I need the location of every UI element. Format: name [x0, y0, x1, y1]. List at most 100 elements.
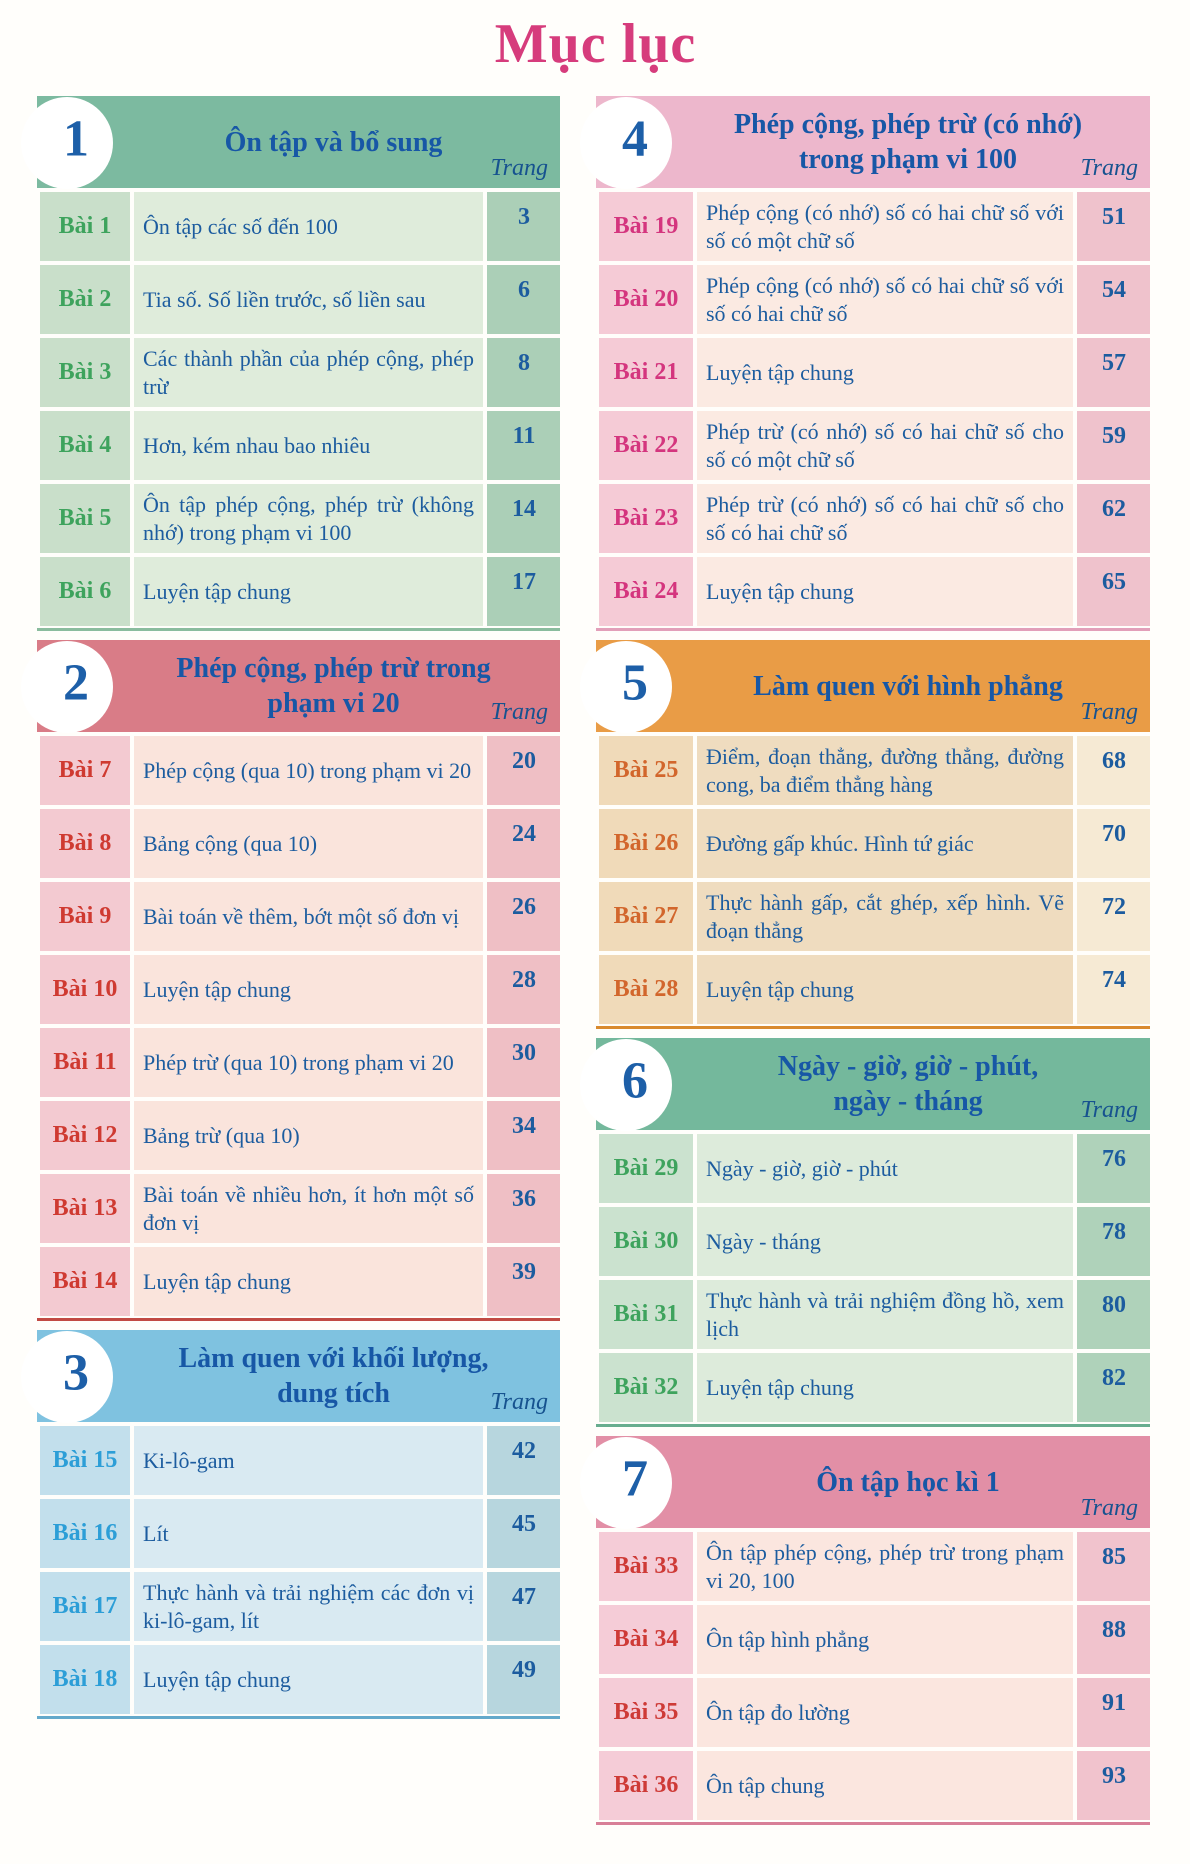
table-row: Bài 26 Đường gấp khúc. Hình tứ giác 70: [599, 809, 1150, 878]
table-row: Bài 25 Điểm, đoạn thẳng, đường thẳng, đư…: [599, 736, 1150, 805]
section-bottom-rule: [596, 628, 1150, 631]
lesson-page-number: 34: [487, 1101, 560, 1170]
section-number-badge: [21, 1331, 113, 1423]
lesson-title: Các thành phần của phép cộng, phép trừ: [143, 345, 474, 399]
page-column-header: Trang: [490, 1389, 548, 1415]
lesson-title-cell: Luyện tập chung: [134, 1247, 483, 1316]
table-row: Bài 8 Bảng cộng (qua 10) 24: [40, 809, 560, 878]
lesson-title: Lít: [143, 1520, 169, 1546]
lesson-title-cell: Phép trừ (có nhớ) số có hai chữ số cho s…: [697, 484, 1073, 553]
lesson-title: Luyện tập chung: [706, 359, 854, 385]
section-title: Phép cộng, phép trừ trong phạm vi 20: [133, 651, 534, 721]
lesson-title-cell: Ki-lô-gam: [134, 1426, 483, 1495]
toc-section-3: 3 Làm quen với khối lượng, dung tích Tran…: [21, 1330, 560, 1719]
lesson-title-cell: Bảng cộng (qua 10): [134, 809, 483, 878]
section-title-line: Làm quen với hình phẳng: [753, 670, 1063, 702]
lesson-page-number: 74: [1077, 955, 1150, 1024]
lesson-page-number: 30: [487, 1028, 560, 1097]
lesson-title-cell: Thực hành gấp, cắt ghép, xếp hình. Vẽ đo…: [697, 882, 1073, 951]
lesson-page-number: 14: [487, 484, 560, 553]
table-row: Bài 32 Luyện tập chung 82: [599, 1353, 1150, 1422]
lesson-page-number: 11: [487, 411, 560, 480]
lesson-page-number: 36: [487, 1174, 560, 1243]
lesson-page-number: 91: [1077, 1678, 1150, 1747]
lesson-title-cell: Luyện tập chung: [134, 955, 483, 1024]
section-title-line: phạm vi 20: [267, 688, 400, 719]
lesson-page-number: 88: [1077, 1605, 1150, 1674]
table-row: Bài 4 Hơn, kém nhau bao nhiêu 11: [40, 411, 560, 480]
lesson-page-number: 20: [487, 736, 560, 805]
lesson-title: Luyện tập chung: [706, 1374, 854, 1400]
lesson-label: Bài 14: [40, 1247, 130, 1316]
table-row: Bài 5 Ôn tập phép cộng, phép trừ (không …: [40, 484, 560, 553]
section-title-line: ngày - tháng: [833, 1086, 983, 1117]
table-row: Bài 36 Ôn tập chung 93: [599, 1751, 1150, 1820]
section-title-line: dung tích: [277, 1378, 390, 1409]
lesson-title: Ôn tập phép cộng, phép trừ (không nhớ) t…: [143, 491, 474, 545]
lesson-title: Phép cộng (qua 10) trong phạm vi 20: [143, 757, 472, 783]
toc-section-6: 6 Ngày - giờ, giờ - phút, ngày - tháng Tr…: [580, 1038, 1150, 1427]
section-rows: Bài 29 Ngày - giờ, giờ - phút 76 Bài 30 …: [596, 1134, 1150, 1422]
section-title: Làm quen với khối lượng, dung tích: [133, 1341, 534, 1411]
toc-right-column: 4 Phép cộng, phép trừ (có nhớ) trong phạm…: [580, 96, 1150, 1834]
section-number-badge: [580, 1437, 672, 1529]
lesson-label: Bài 33: [599, 1532, 693, 1601]
lesson-label: Bài 18: [40, 1645, 130, 1714]
toc-section-4: 4 Phép cộng, phép trừ (có nhớ) trong phạm…: [580, 96, 1150, 631]
section-number-badge: [580, 97, 672, 189]
table-row: Bài 2 Tia số. Số liền trước, số liền sau…: [40, 265, 560, 334]
section-rows: Bài 25 Điểm, đoạn thẳng, đường thẳng, đư…: [596, 736, 1150, 1024]
lesson-title: Luyện tập chung: [706, 976, 854, 1002]
lesson-label: Bài 22: [599, 411, 693, 480]
table-row: Bài 9 Bài toán về thêm, bớt một số đơn v…: [40, 882, 560, 951]
section-title-line: Phép cộng, phép trừ (có nhớ): [733, 109, 1083, 140]
lesson-title: Ôn tập chung: [706, 1772, 825, 1798]
lesson-title: Luyện tập chung: [706, 578, 854, 604]
lesson-label: Bài 6: [40, 557, 130, 626]
section-bottom-rule: [37, 1318, 560, 1321]
section-number-badge: [21, 97, 113, 189]
lesson-label: Bài 20: [599, 265, 693, 334]
lesson-title-cell: Các thành phần của phép cộng, phép trừ: [134, 338, 483, 407]
section-number: 5: [622, 654, 648, 712]
lesson-title: Phép trừ (qua 10) trong phạm vi 20: [143, 1049, 454, 1075]
lesson-label: Bài 21: [599, 338, 693, 407]
lesson-title-cell: Phép cộng (có nhớ) số có hai chữ số với …: [697, 265, 1073, 334]
lesson-title-cell: Phép trừ (qua 10) trong phạm vi 20: [134, 1028, 483, 1097]
lesson-title-cell: Phép cộng (có nhớ) số có hai chữ số với …: [697, 192, 1073, 261]
lesson-title: Ngày - giờ, giờ - phút: [706, 1155, 898, 1181]
section-title-line: Làm quen với khối lượng,: [178, 1343, 489, 1374]
lesson-label: Bài 32: [599, 1353, 693, 1422]
lesson-title-cell: Luyện tập chung: [697, 338, 1073, 407]
lesson-title: Hơn, kém nhau bao nhiêu: [143, 432, 371, 458]
table-row: Bài 13 Bài toán về nhiều hơn, ít hơn một…: [40, 1174, 560, 1243]
section-number-badge: [580, 1039, 672, 1131]
section-number: 6: [622, 1052, 648, 1110]
lesson-title-cell: Ôn tập các số đến 100: [134, 192, 483, 261]
lesson-title-cell: Luyện tập chung: [697, 557, 1073, 626]
lesson-title-cell: Luyện tập chung: [697, 955, 1073, 1024]
lesson-title: Ôn tập hình phẳng: [706, 1626, 870, 1652]
lesson-title-cell: Ngày - giờ, giờ - phút: [697, 1134, 1073, 1203]
lesson-label: Bài 23: [599, 484, 693, 553]
lesson-page-number: 47: [487, 1572, 560, 1641]
lesson-page-number: 78: [1077, 1207, 1150, 1276]
section-rows: Bài 7 Phép cộng (qua 10) trong phạm vi 2…: [37, 736, 560, 1316]
section-number-badge: [21, 641, 113, 733]
lesson-label: Bài 13: [40, 1174, 130, 1243]
lesson-label: Bài 34: [599, 1605, 693, 1674]
table-row: Bài 3 Các thành phần của phép cộng, phép…: [40, 338, 560, 407]
toc-section-2: 2 Phép cộng, phép trừ trong phạm vi 20 Tr…: [21, 640, 560, 1321]
lesson-title: Phép trừ (có nhớ) số có hai chữ số cho s…: [706, 491, 1064, 545]
lesson-title-cell: Ôn tập hình phẳng: [697, 1605, 1073, 1674]
lesson-title: Ôn tập phép cộng, phép trừ trong phạm vi…: [706, 1539, 1064, 1593]
lesson-page-number: 28: [487, 955, 560, 1024]
lesson-title: Phép trừ (có nhớ) số có hai chữ số cho s…: [706, 418, 1064, 472]
lesson-page-number: 8: [487, 338, 560, 407]
lesson-title: Luyện tập chung: [143, 1268, 291, 1294]
section-title-line: Ôn tập và bổ sung: [224, 126, 443, 158]
section-bottom-rule: [596, 1822, 1150, 1825]
lesson-title-cell: Ôn tập chung: [697, 1751, 1073, 1820]
lesson-title-cell: Ôn tập phép cộng, phép trừ (không nhớ) t…: [134, 484, 483, 553]
section-header: 6 Ngày - giờ, giờ - phút, ngày - tháng Tr…: [580, 1038, 1150, 1131]
